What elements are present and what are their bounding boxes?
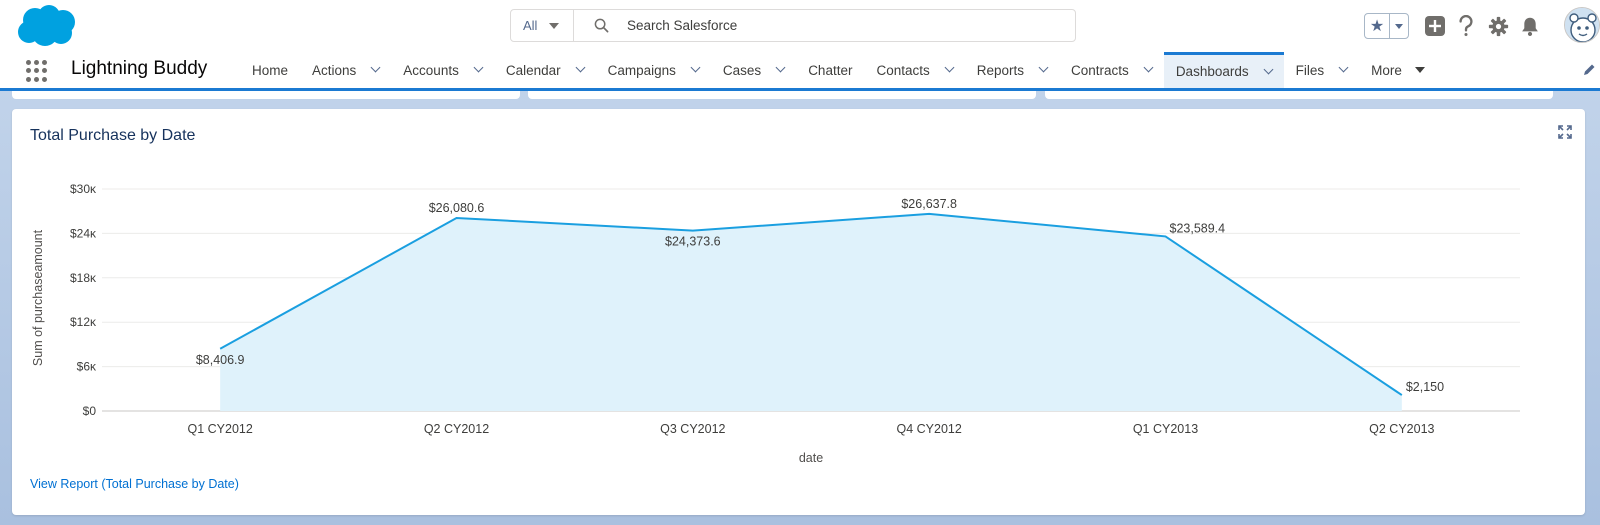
gear-icon[interactable] [1485, 13, 1511, 39]
navigation-bar: Lightning Buddy Home Actions Accounts Ca… [0, 52, 1600, 91]
caret-down-icon [549, 22, 560, 29]
y-tick-label: $12ᴋ [70, 315, 97, 329]
data-label: $26,637.8 [901, 197, 957, 211]
chevron-down-icon[interactable] [575, 62, 586, 73]
tab-reports[interactable]: Reports [965, 52, 1059, 88]
dashboard-card-stub [12, 91, 520, 99]
chevron-down-icon[interactable] [690, 62, 701, 73]
tab-cases[interactable]: Cases [711, 52, 796, 88]
series-line [219, 212, 1403, 396]
favorites-menu-button[interactable] [1390, 14, 1408, 38]
search-icon [594, 18, 609, 33]
tab-campaigns[interactable]: Campaigns [596, 52, 711, 88]
x-axis-title: date [799, 451, 823, 465]
tab-label: Dashboards [1175, 64, 1249, 79]
avatar[interactable] [1564, 7, 1600, 43]
chevron-down-icon[interactable] [775, 62, 786, 73]
tab-calendar[interactable]: Calendar [494, 52, 596, 88]
dashboard-card-stub [528, 91, 1036, 99]
tab-dashboards[interactable]: Dashboards [1163, 52, 1284, 88]
search-scope-dropdown[interactable]: All [511, 10, 574, 41]
search-scope-label: All [523, 18, 538, 33]
tab-contacts[interactable]: Contacts [864, 52, 964, 88]
search-field [574, 10, 1075, 41]
data-label: $24,373.6 [665, 235, 721, 249]
y-tick-label: $6ᴋ [77, 360, 97, 374]
dashboard-chart-card: Total Purchase by Date $0 $6ᴋ $12ᴋ $18ᴋ $24ᴋ… [12, 109, 1585, 515]
y-tick-label: $18ᴋ [70, 271, 97, 285]
tab-label: More [1371, 62, 1402, 78]
chevron-down-icon[interactable] [1263, 64, 1274, 74]
tab-chatter[interactable]: Chatter [796, 52, 864, 88]
x-tick-label: Q3 CY2012 [660, 422, 725, 436]
card-title: Total Purchase by Date [30, 127, 196, 144]
global-search: All [510, 9, 1076, 42]
tab-label: Chatter [808, 62, 853, 78]
tab-label: Actions [312, 62, 357, 78]
pencil-icon[interactable] [1582, 63, 1596, 77]
app-name: Lightning Buddy [71, 58, 208, 79]
tab-label: Reports [976, 62, 1025, 78]
x-tick-label: Q4 CY2012 [897, 422, 962, 436]
tab-label: Home [252, 62, 289, 78]
view-report-link[interactable]: View Report (Total Purchase by Date) [30, 477, 239, 491]
expand-icon[interactable] [1558, 125, 1572, 139]
question-icon[interactable] [1453, 13, 1479, 39]
app-launcher-icon[interactable] [24, 58, 50, 84]
chevron-down-icon[interactable] [473, 62, 484, 73]
x-tick-label: Q1 CY2013 [1133, 422, 1198, 436]
bell-icon[interactable] [1517, 13, 1543, 39]
caret-down-icon [1395, 23, 1403, 29]
tab-label: Accounts [403, 62, 459, 78]
x-tick-label: Q2 CY2012 [424, 422, 489, 436]
tab-actions[interactable]: Actions [300, 52, 391, 88]
favorites-button[interactable]: ★ [1364, 13, 1409, 39]
data-label: $26,080.6 [429, 201, 485, 215]
y-tick-label: $0 [83, 404, 97, 418]
chevron-down-icon[interactable] [370, 62, 381, 73]
global-header: All ★ [0, 0, 1600, 52]
chevron-down-icon[interactable] [1338, 62, 1349, 73]
data-label: $8,406.9 [196, 353, 245, 367]
caret-down-icon [1414, 67, 1425, 73]
tab-label: Contacts [876, 62, 930, 78]
tab-label: Calendar [505, 62, 561, 78]
tab-label: Cases [722, 62, 762, 78]
tab-home[interactable]: Home [240, 52, 300, 88]
x-tick-label: Q2 CY2013 [1369, 422, 1434, 436]
chevron-down-icon[interactable] [1038, 62, 1049, 73]
y-axis-title: Sum of purchaseamount [31, 229, 45, 366]
data-label: $2,150 [1406, 380, 1444, 394]
tab-files[interactable]: Files [1284, 52, 1360, 88]
tab-accounts[interactable]: Accounts [391, 52, 494, 88]
area-chart: $0 $6ᴋ $12ᴋ $18ᴋ $24ᴋ $30ᴋ $8,406.9 $26,080.6 $2… [31, 182, 1520, 465]
tab-more[interactable]: More [1359, 52, 1437, 88]
tab-label: Contracts [1071, 62, 1129, 78]
x-tick-label: Q1 CY2012 [188, 422, 253, 436]
tab-contracts[interactable]: Contracts [1059, 52, 1164, 88]
salesforce-cloud-logo[interactable] [15, 4, 79, 48]
search-input[interactable] [627, 18, 1027, 33]
plus-icon[interactable] [1422, 13, 1448, 39]
star-icon[interactable]: ★ [1365, 14, 1390, 38]
dashboard-card-stub [1045, 91, 1553, 99]
chevron-down-icon[interactable] [1143, 62, 1154, 73]
tab-label: Campaigns [607, 62, 676, 78]
data-label: $23,589.4 [1170, 221, 1226, 235]
series-area [220, 213, 1402, 411]
y-tick-label: $24ᴋ [70, 226, 97, 240]
nav-tabs: Home Actions Accounts Calendar Campaigns… [240, 52, 1437, 88]
tab-label: Files [1295, 62, 1325, 78]
chevron-down-icon[interactable] [944, 62, 955, 73]
y-tick-label: $30ᴋ [70, 182, 97, 196]
